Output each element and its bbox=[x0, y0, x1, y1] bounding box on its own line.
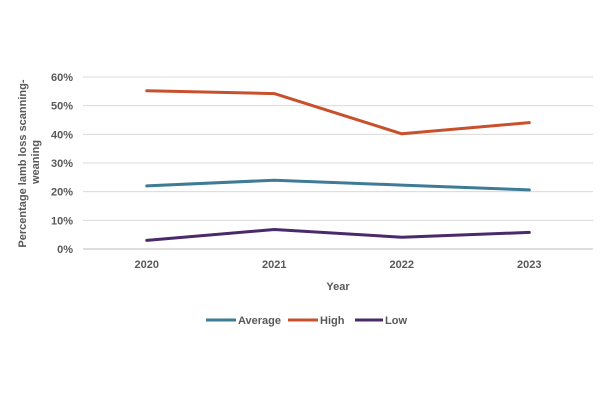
y-tick-label: 30% bbox=[51, 158, 73, 170]
x-tick-label: 2021 bbox=[262, 259, 286, 271]
legend-label-high: High bbox=[320, 315, 345, 327]
y-axis-title-line-2: weaning bbox=[30, 140, 42, 185]
series-lines bbox=[145, 89, 531, 242]
x-tick-label: 2020 bbox=[135, 259, 159, 271]
series-line-low bbox=[145, 228, 531, 242]
y-axis-ticks: 0% 10% 20% 30% 40% 50% 60% bbox=[51, 72, 73, 256]
series-line-high bbox=[145, 89, 531, 136]
x-tick-label: 2022 bbox=[390, 259, 414, 271]
y-axis-title: Percentage lamb loss scanning- weaning bbox=[17, 76, 42, 247]
legend: Average High Low bbox=[206, 315, 407, 327]
x-axis-ticks: 2020 2021 2022 2023 bbox=[135, 259, 542, 271]
series-line-average bbox=[145, 178, 531, 192]
gridlines bbox=[83, 76, 593, 250]
legend-label-low: Low bbox=[385, 315, 407, 327]
y-tick-label: 50% bbox=[51, 101, 73, 113]
y-tick-label: 0% bbox=[57, 244, 73, 256]
y-tick-label: 40% bbox=[51, 129, 73, 141]
y-axis-title-line-1: Percentage lamb loss scanning- bbox=[17, 79, 29, 247]
y-tick-label: 20% bbox=[51, 187, 73, 199]
y-tick-label: 10% bbox=[51, 215, 73, 227]
x-tick-label: 2023 bbox=[517, 259, 541, 271]
legend-label-average: Average bbox=[238, 315, 281, 327]
y-tick-label: 60% bbox=[51, 72, 73, 84]
x-axis-title: Year bbox=[326, 281, 350, 293]
